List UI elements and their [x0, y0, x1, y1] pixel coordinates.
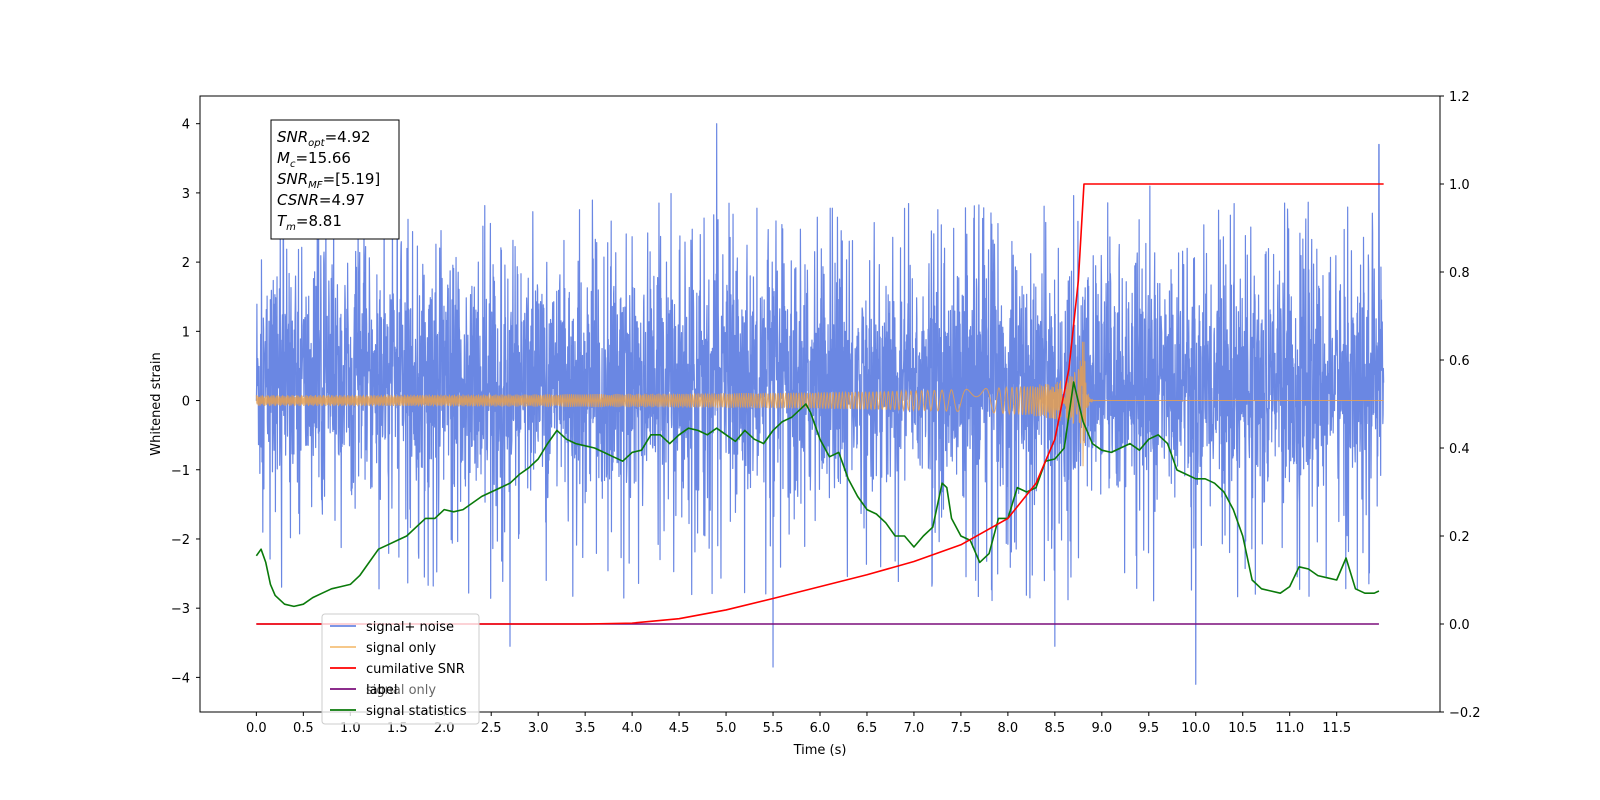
info-box: SNRopt=4.92Mc=15.66SNRMF=[5.19]CSNR=4.97… [270, 119, 400, 240]
info-line: CSNR=4.97 [277, 191, 365, 209]
legend-label: signal+ noise [366, 620, 454, 635]
x-tick-label: 9.5 [1138, 721, 1159, 736]
y2-tick-label: 0.0 [1449, 618, 1470, 633]
legend: signal+ noise signal only cumilative SNR la… [321, 613, 480, 725]
x-tick-label: 7.5 [951, 721, 972, 736]
x-tick-label: 2.0 [434, 721, 455, 736]
x-tick-label: 1.5 [387, 721, 408, 736]
series-cumulative-snr [256, 183, 1384, 625]
x-tick-label: 4.0 [622, 721, 643, 736]
y-tick-label: 0 [182, 395, 190, 410]
series-signal-only [255, 341, 1384, 467]
x-tick-label: 5.5 [763, 721, 784, 736]
x-tick-label: 8.0 [998, 721, 1019, 736]
x-tick-label: 6.5 [857, 721, 878, 736]
y2-tick-label: 0.2 [1449, 530, 1470, 545]
info-line: SNRMF=[5.19] [277, 170, 380, 191]
y-tick-label: 2 [182, 256, 190, 271]
y2-tick-label: −0.2 [1449, 706, 1481, 721]
legend-label: cumilative SNR [366, 662, 465, 677]
x-tick-label: 3.5 [575, 721, 596, 736]
y-tick-label: −3 [171, 602, 190, 617]
x-tick-label: 6.0 [810, 721, 831, 736]
y2-tick-label: 0.8 [1449, 266, 1470, 281]
info-box-frame [270, 119, 400, 240]
x-tick-label: 0.0 [246, 721, 267, 736]
y-axis-left: 4 3 2 1 0 −1 −2 −3 −4 [171, 118, 200, 686]
x-tick-label: 11.0 [1275, 721, 1304, 736]
x-tick-label: 0.5 [293, 721, 314, 736]
y-tick-label: −1 [171, 464, 190, 479]
legend-label: label [366, 683, 397, 698]
x-tick-label: 7.0 [904, 721, 925, 736]
x-axis-label: Time (s) [793, 743, 847, 758]
y-tick-label: 1 [182, 325, 190, 340]
y-tick-label: 4 [182, 118, 190, 133]
x-tick-label: 9.0 [1091, 721, 1112, 736]
legend-label: signal statistics [366, 704, 467, 719]
x-tick-label: 1.0 [340, 721, 361, 736]
y2-tick-label: 1.2 [1449, 90, 1470, 105]
y-axis-right: 1.2 1.0 0.8 0.6 0.4 0.2 0.0 −0.2 [1440, 90, 1481, 721]
y-tick-label: −2 [171, 533, 190, 548]
y-tick-label: −4 [171, 671, 190, 686]
x-tick-label: 2.5 [481, 721, 502, 736]
x-tick-label: 3.0 [528, 721, 549, 736]
x-tick-label: 11.5 [1322, 721, 1351, 736]
info-line: Mc=15.66 [277, 149, 351, 170]
legend-frame [321, 613, 480, 725]
series-signal-noise [255, 123, 1385, 685]
y2-tick-label: 0.4 [1449, 442, 1470, 457]
x-tick-label: 10.5 [1228, 721, 1257, 736]
x-axis: 0.0 0.5 1.0 1.5 2.0 2.5 3.0 3.5 4.0 4.5 5.0 5.5 6.0 6… [246, 712, 1351, 736]
y-tick-label: 3 [182, 187, 190, 202]
y2-tick-label: 1.0 [1449, 178, 1470, 193]
legend-overlap-text: signal only [366, 683, 436, 698]
series-signal-statistics [255, 381, 1380, 608]
y2-tick-label: 0.6 [1449, 354, 1470, 369]
info-line: SNRopt=4.92 [277, 128, 371, 149]
y-axis-label: Whitened strain [149, 352, 164, 455]
x-tick-label: 5.0 [716, 721, 737, 736]
x-tick-label: 4.5 [669, 721, 690, 736]
x-tick-label: 8.5 [1045, 721, 1066, 736]
x-tick-label: 10.0 [1181, 721, 1210, 736]
legend-label: signal only [366, 641, 436, 656]
info-line: Tm=8.81 [277, 212, 342, 233]
